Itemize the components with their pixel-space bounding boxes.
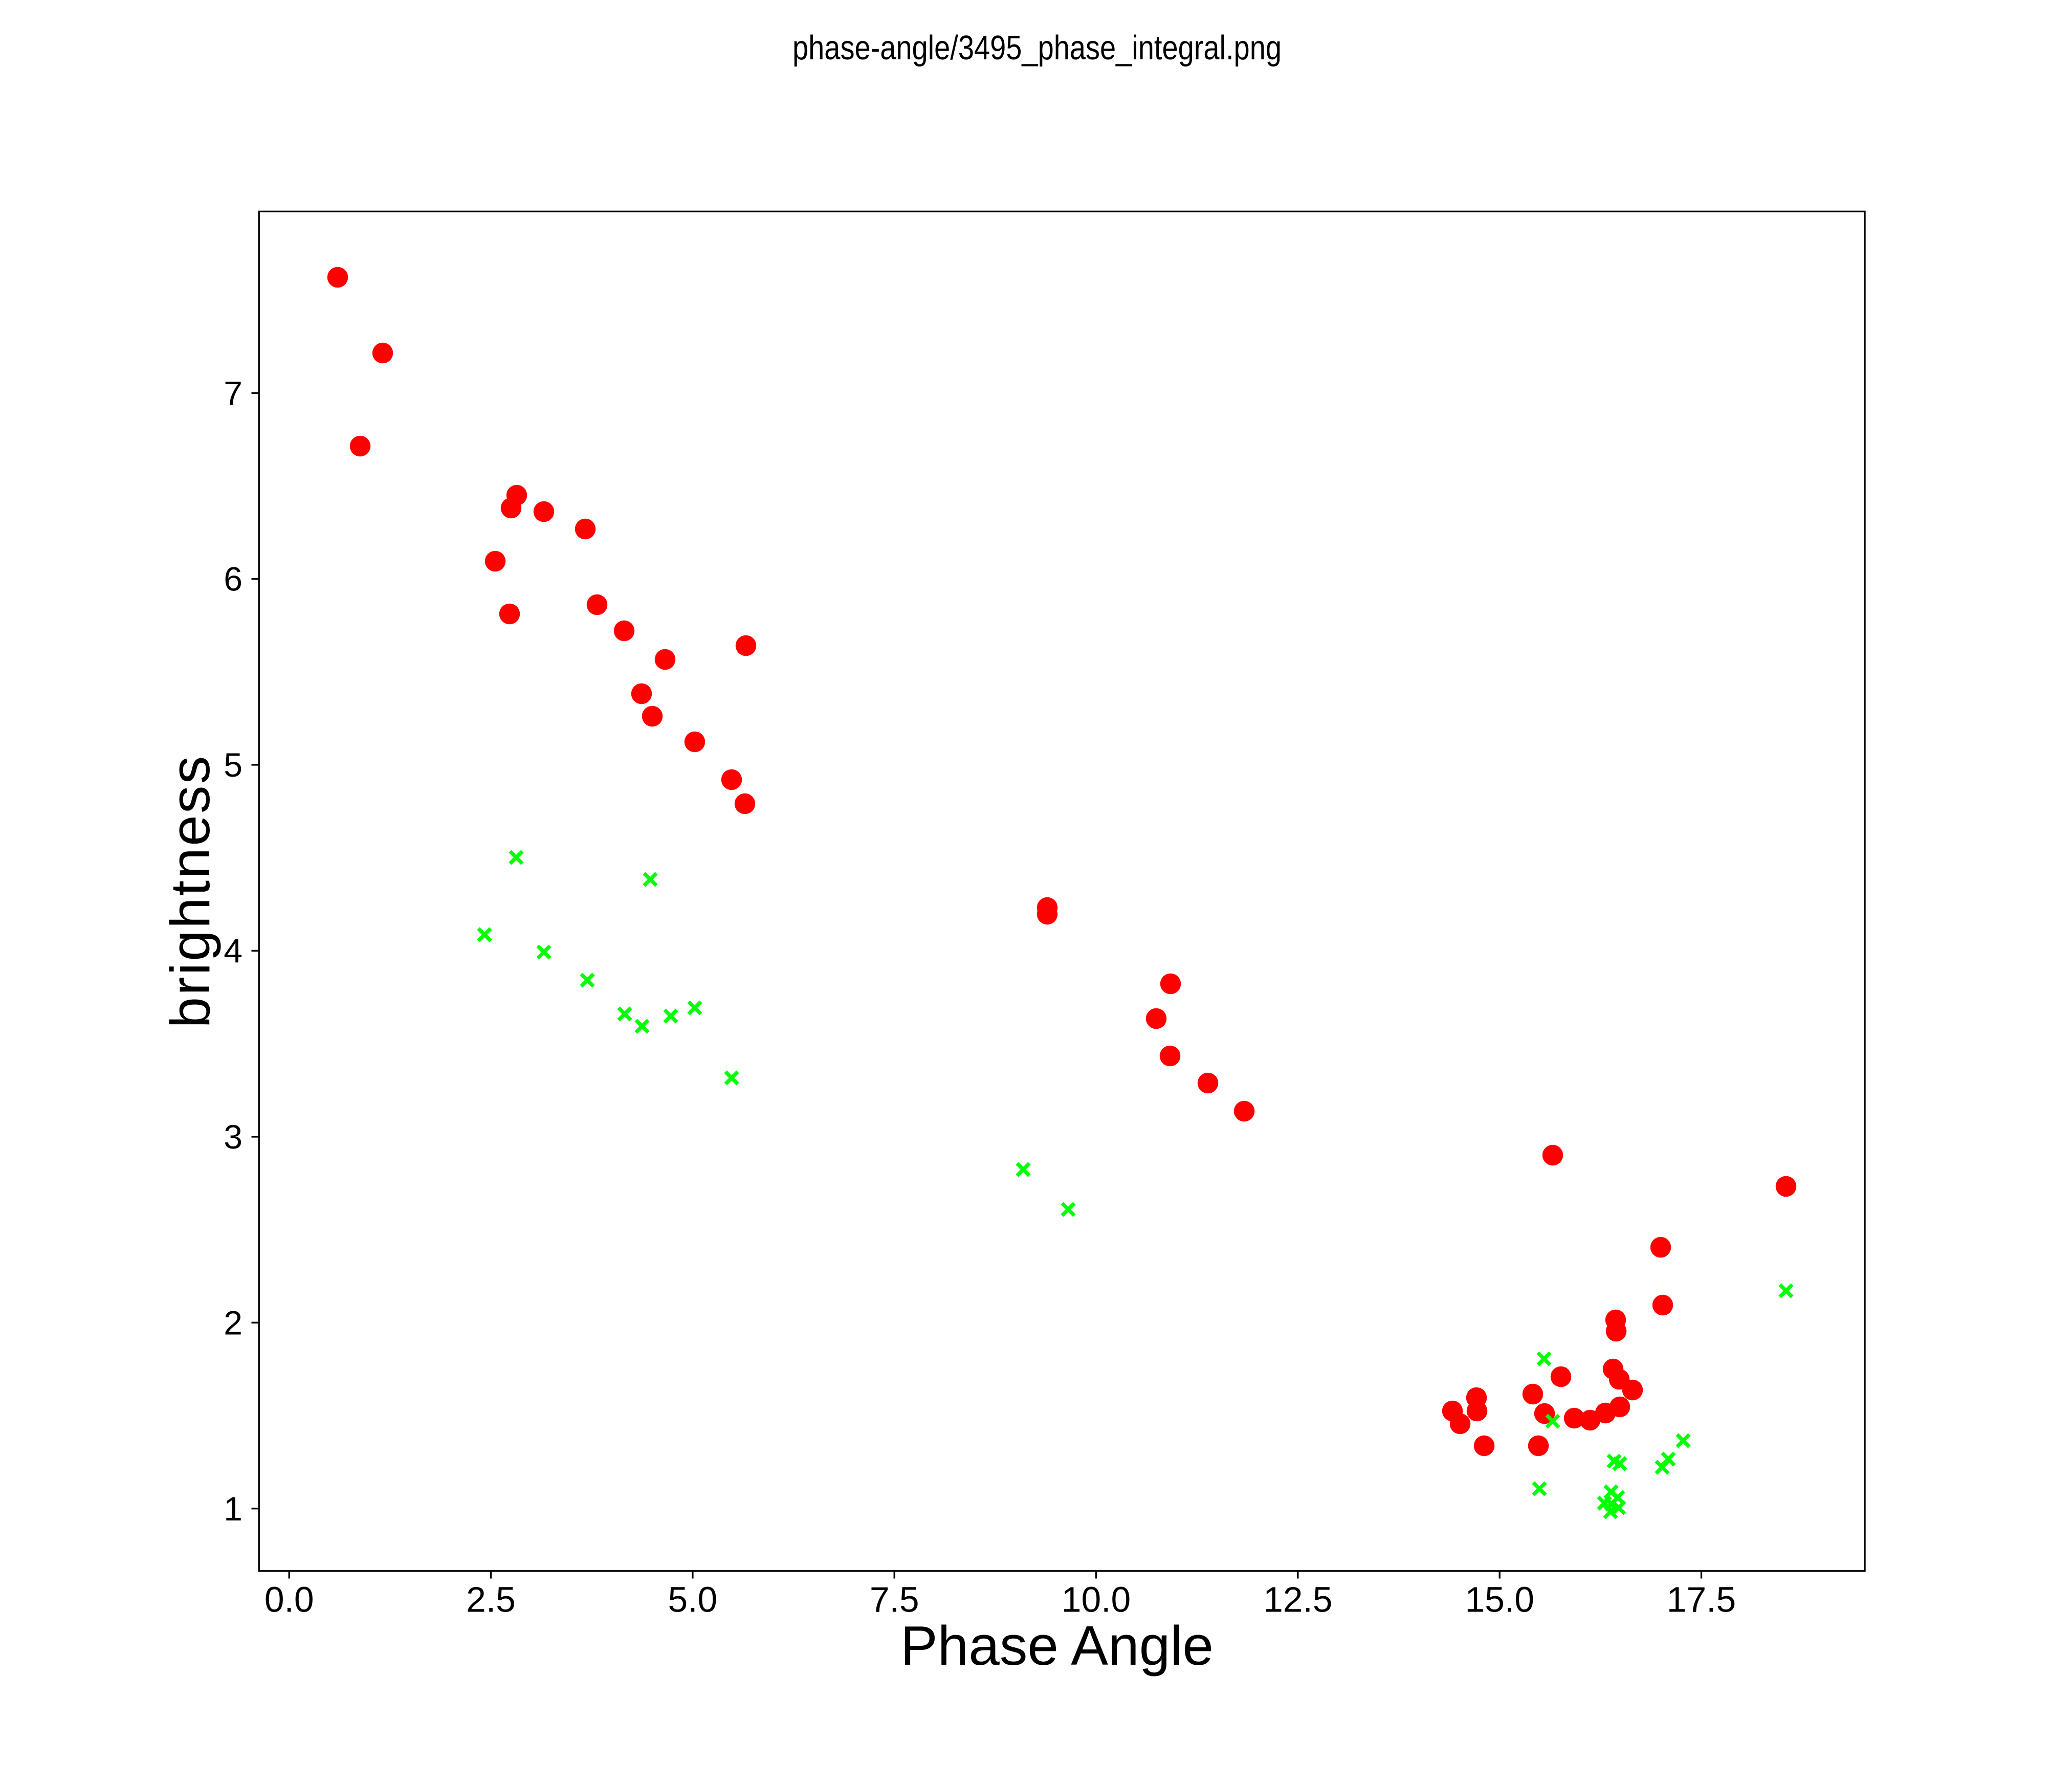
svg-text:2: 2 bbox=[224, 1304, 243, 1341]
svg-text:5.0: 5.0 bbox=[668, 1580, 718, 1620]
svg-text:brightness: brightness bbox=[159, 755, 222, 1028]
svg-text:12.5: 12.5 bbox=[1263, 1580, 1332, 1620]
svg-text:Phase Angle: Phase Angle bbox=[900, 1615, 1214, 1677]
svg-text:1: 1 bbox=[224, 1490, 243, 1528]
svg-text:7: 7 bbox=[224, 374, 243, 412]
svg-text:4: 4 bbox=[224, 932, 243, 970]
svg-text:3: 3 bbox=[224, 1118, 243, 1156]
svg-text:2.5: 2.5 bbox=[466, 1580, 516, 1620]
svg-text:phase-angle/3495_phase_integra: phase-angle/3495_phase_integral.png bbox=[792, 29, 1282, 67]
svg-text:7.5: 7.5 bbox=[870, 1580, 919, 1620]
svg-text:6: 6 bbox=[224, 560, 243, 598]
svg-text:10.0: 10.0 bbox=[1062, 1580, 1131, 1620]
svg-text:5: 5 bbox=[224, 746, 243, 784]
svg-text:15.0: 15.0 bbox=[1465, 1580, 1534, 1620]
svg-text:0.0: 0.0 bbox=[264, 1580, 314, 1620]
svg-text:17.5: 17.5 bbox=[1667, 1580, 1736, 1620]
